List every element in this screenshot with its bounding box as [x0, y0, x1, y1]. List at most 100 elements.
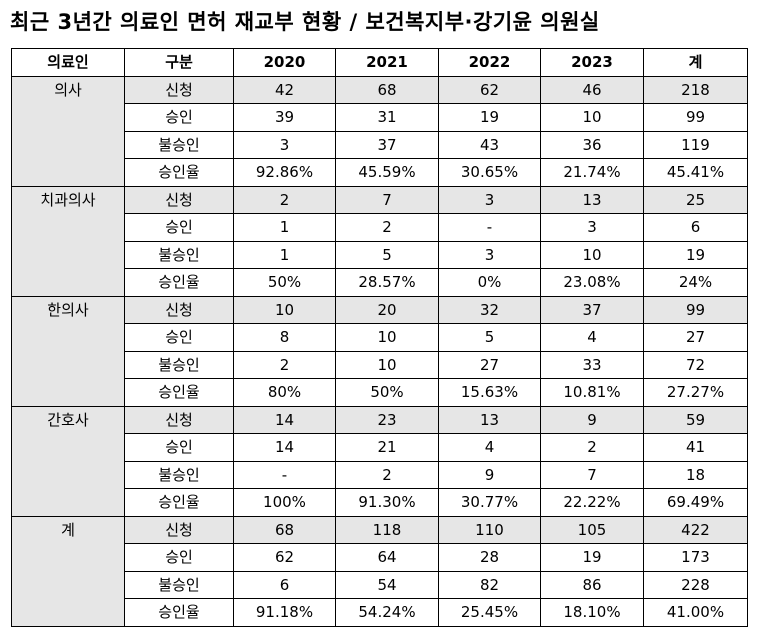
header-cell-2022: 2022: [438, 48, 541, 77]
category-cell: 승인: [124, 323, 234, 352]
value-cell: 62: [233, 543, 336, 572]
value-cell: 80%: [233, 378, 336, 407]
value-cell: 21: [335, 433, 439, 462]
value-cell: 86: [540, 570, 644, 599]
category-cell: 승인율: [124, 378, 234, 407]
value-cell: 14: [233, 433, 336, 462]
value-cell: 25.45%: [438, 598, 541, 627]
value-cell: 36: [540, 130, 644, 159]
value-cell: 3: [233, 130, 336, 159]
value-cell: 82: [438, 570, 541, 599]
value-cell: 2: [335, 213, 439, 242]
table-row: 불승인 2 10 27 33 72: [12, 350, 748, 379]
value-cell: 9: [540, 405, 644, 434]
value-cell: 13: [438, 405, 541, 434]
value-cell: 8: [233, 323, 336, 352]
value-cell: 72: [643, 350, 748, 379]
value-cell: 10: [335, 323, 439, 352]
header-cell-category: 구분: [124, 48, 234, 77]
value-cell: -: [233, 460, 336, 489]
value-cell: 18: [643, 460, 748, 489]
value-cell: 6: [233, 570, 336, 599]
value-cell: 6: [643, 213, 748, 242]
value-cell: 32: [438, 295, 541, 324]
value-cell: 45.59%: [335, 158, 439, 187]
value-cell: 119: [643, 130, 748, 159]
header-cell-2021: 2021: [335, 48, 439, 77]
table-row: 의사 신청 42 68 62 46 218: [11, 75, 748, 187]
value-cell: 105: [540, 515, 644, 544]
value-cell: 50%: [335, 378, 439, 407]
group-label-cell: 한의사: [11, 295, 125, 407]
table-row: 불승인 6 54 82 86 228: [12, 570, 748, 599]
category-cell: 신청: [124, 295, 234, 324]
category-cell: 승인: [124, 213, 234, 242]
value-cell: 24%: [643, 268, 748, 297]
value-cell: 10: [540, 103, 644, 132]
table-row: 한의사 신청 10 20 32 37 99: [11, 295, 748, 407]
value-cell: 69.49%: [643, 488, 748, 517]
value-cell: 19: [438, 103, 541, 132]
value-cell: 5: [438, 323, 541, 352]
category-cell: 승인: [124, 103, 234, 132]
value-cell: 23.08%: [540, 268, 644, 297]
value-cell: 50%: [233, 268, 336, 297]
value-cell: 43: [438, 130, 541, 159]
category-cell: 승인율: [124, 598, 234, 627]
value-cell: 41: [643, 433, 748, 462]
category-cell: 불승인: [124, 350, 234, 379]
value-cell: 42: [233, 75, 336, 104]
value-cell: 3: [438, 185, 541, 214]
table-row: 승인율 91.18% 54.24% 25.45% 18.10% 41.00%: [12, 598, 748, 627]
category-cell: 승인: [124, 433, 234, 462]
table-row: 승인율 92.86% 45.59% 30.65% 21.74% 45.41%: [12, 158, 748, 187]
value-cell: 10: [233, 295, 336, 324]
value-cell: 21.74%: [540, 158, 644, 187]
value-cell: 99: [643, 295, 748, 324]
value-cell: 100%: [233, 488, 336, 517]
category-cell: 불승인: [124, 240, 234, 269]
value-cell: 228: [643, 570, 748, 599]
group-label-cell: 의사: [11, 75, 125, 187]
value-cell: 10: [335, 350, 439, 379]
table-row: 승인율 50% 28.57% 0% 23.08% 24%: [12, 268, 748, 297]
value-cell: 23: [335, 405, 439, 434]
value-cell: 19: [540, 543, 644, 572]
value-cell: 3: [540, 213, 644, 242]
value-cell: 25: [643, 185, 748, 214]
value-cell: 173: [643, 543, 748, 572]
value-cell: 27: [438, 350, 541, 379]
value-cell: 13: [540, 185, 644, 214]
value-cell: 64: [335, 543, 439, 572]
license-reissue-table: 의료인 구분 2020 2021 2022 2023 계 의사 신청 42 68 62 4…: [11, 48, 748, 627]
value-cell: 18.10%: [540, 598, 644, 627]
value-cell: 10: [540, 240, 644, 269]
value-cell: 1: [233, 240, 336, 269]
value-cell: 37: [540, 295, 644, 324]
value-cell: 30.77%: [438, 488, 541, 517]
value-cell: 91.18%: [233, 598, 336, 627]
value-cell: 22.22%: [540, 488, 644, 517]
value-cell: 27.27%: [643, 378, 748, 407]
group-label-cell: 간호사: [11, 405, 125, 517]
value-cell: 28.57%: [335, 268, 439, 297]
value-cell: 54.24%: [335, 598, 439, 627]
value-cell: 7: [540, 460, 644, 489]
table-row: 치과의사 신청 2 7 3 13 25: [11, 185, 748, 297]
value-cell: 0%: [438, 268, 541, 297]
value-cell: 9: [438, 460, 541, 489]
value-cell: 422: [643, 515, 748, 544]
value-cell: 4: [438, 433, 541, 462]
value-cell: 91.30%: [335, 488, 439, 517]
category-cell: 신청: [124, 75, 234, 104]
table-row: 계 신청 68 118 110 105 422: [11, 515, 748, 627]
category-cell: 불승인: [124, 460, 234, 489]
value-cell: 20: [335, 295, 439, 324]
category-cell: 승인: [124, 543, 234, 572]
value-cell: 2: [540, 433, 644, 462]
value-cell: 110: [438, 515, 541, 544]
value-cell: 5: [335, 240, 439, 269]
table-body: 의사 신청 42 68 62 46 218 승인 39 31 19 10 99 불승인 3 37 43 36 119…: [11, 75, 748, 627]
category-cell: 신청: [124, 185, 234, 214]
value-cell: 218: [643, 75, 748, 104]
